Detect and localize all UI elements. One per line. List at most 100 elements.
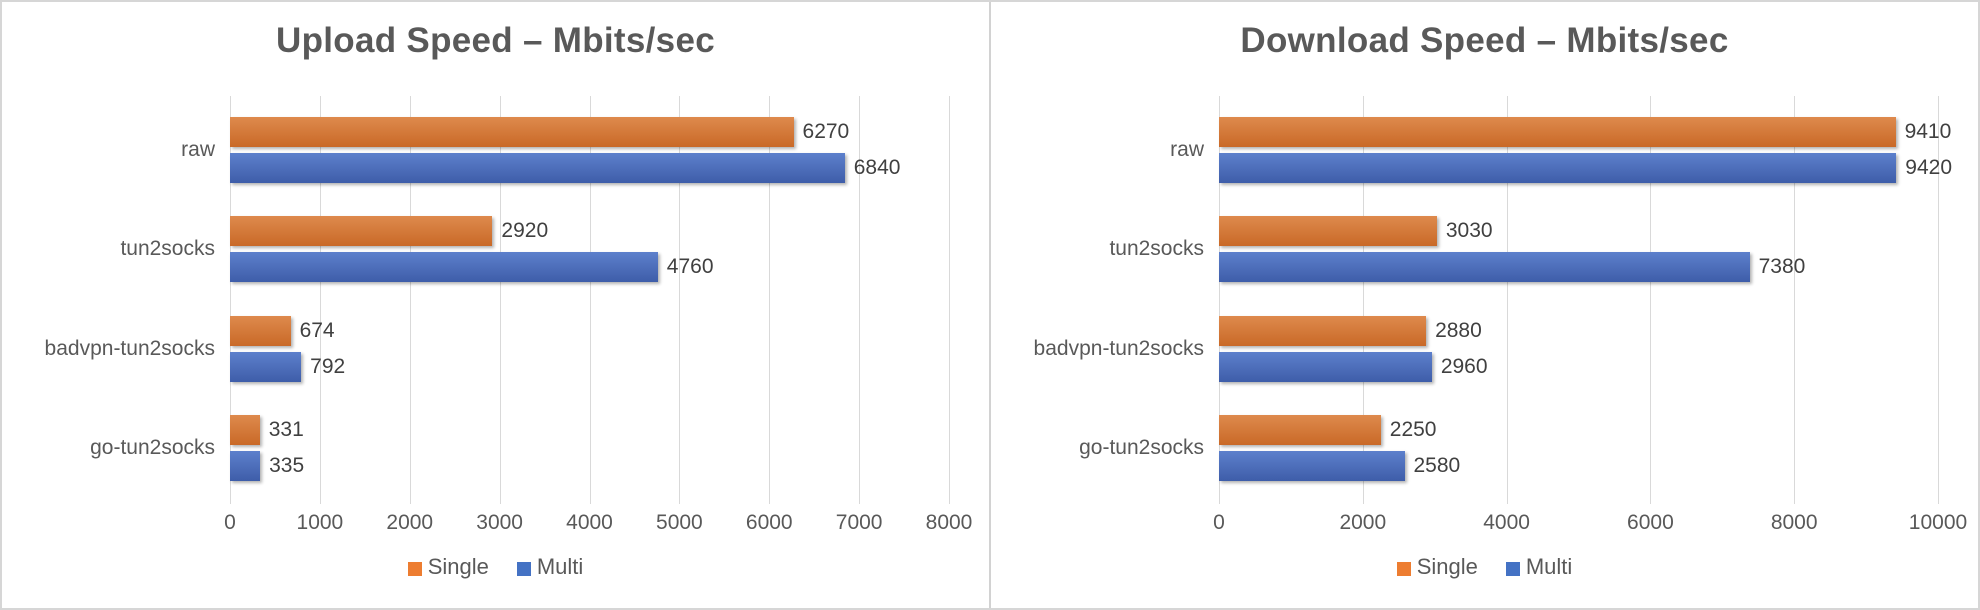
- bar-line: 331: [230, 415, 949, 446]
- gridline: [679, 96, 681, 504]
- bar-value-label: 6840: [853, 155, 901, 179]
- x-axis-tick-label: 3000: [476, 511, 523, 534]
- plot-area: 6270 6840 2920 4760 674 792 331 335: [230, 96, 950, 504]
- x-axis-tick-label: 6000: [1627, 511, 1674, 534]
- chart-title: Upload Speed – Mbits/sec: [276, 21, 715, 60]
- legend-item-single: Single: [407, 554, 489, 580]
- gridline: [499, 96, 501, 504]
- legend-label: Multi: [536, 554, 584, 579]
- category-label: badvpn-tun2socks: [44, 336, 215, 360]
- x-axis-tick-label: 2000: [386, 511, 434, 534]
- gridline: [1794, 96, 1796, 504]
- bar-value-label: 9410: [1904, 119, 1952, 143]
- x-axis-tick-label: 0: [1213, 511, 1225, 534]
- category-label: tun2socks: [120, 237, 215, 261]
- bar-value-label: 3030: [1445, 219, 1493, 243]
- x-axis-tick-label: 6000: [745, 511, 793, 534]
- bar-line: 3030: [1219, 216, 1938, 247]
- bar-value-label: 792: [310, 354, 346, 378]
- bar-row: 2880 2960: [1219, 299, 1938, 399]
- bar-value-label: 331: [268, 418, 304, 442]
- gridline: [1506, 96, 1508, 504]
- legend-item-multi: Multi: [516, 554, 584, 580]
- gridline: [949, 96, 950, 504]
- x-axis-tick-label: 8000: [1770, 511, 1818, 534]
- gridline: [319, 96, 321, 504]
- category-axis: raw tun2socks badvpn-tun2socks go-tun2socks: [2, 100, 230, 498]
- x-axis-spacer: [2, 498, 230, 544]
- bar-line: 2920: [230, 216, 949, 247]
- legend-swatch-single: [1396, 561, 1411, 576]
- bar-value-label: 674: [299, 318, 335, 342]
- category-axis: raw tun2socks badvpn-tun2socks go-tun2socks: [991, 100, 1219, 498]
- category-label: badvpn-tun2socks: [1033, 336, 1204, 360]
- bar-single: [1219, 116, 1896, 147]
- category-label: raw: [181, 137, 215, 161]
- plot-region: raw tun2socks badvpn-tun2socks go-tun2socks…: [2, 96, 989, 504]
- x-axis-tick-label: 1000: [296, 511, 344, 534]
- bar-value-label: 6270: [802, 119, 850, 143]
- gridline: [409, 96, 411, 504]
- chart-title: Download Speed – Mbits/sec: [1240, 21, 1729, 60]
- bar-multi: [1219, 351, 1432, 382]
- bar-line: 2580: [1219, 451, 1938, 482]
- bar-multi: [230, 451, 261, 482]
- panel-divider: [989, 2, 991, 608]
- bar-multi: [230, 152, 845, 183]
- bar-line: 2250: [1219, 415, 1938, 446]
- x-axis-tick-label: 7000: [835, 511, 883, 534]
- bar-single: [230, 116, 794, 147]
- x-axis-ticks: 0 1000 2000 3000 4000 5000 6000 7000 8000: [224, 498, 972, 544]
- bar-value-label: 2920: [501, 219, 549, 243]
- x-axis-tick-label: 2000: [1339, 511, 1387, 534]
- bar-row: 9410 9420: [1219, 100, 1952, 200]
- download-speed-chart: Download Speed – Mbits/sec raw tun2socks b…: [991, 2, 1978, 608]
- bar-line: 9410: [1219, 116, 1951, 147]
- bar-line: 7380: [1219, 252, 1938, 283]
- legend-label: Single: [427, 554, 489, 579]
- bar-single: [230, 216, 493, 247]
- legend-item-multi: Multi: [1505, 554, 1573, 580]
- bar-value-label: 7380: [1758, 255, 1806, 279]
- legend-item-single: Single: [1396, 554, 1478, 580]
- bar-value-label: 335: [269, 454, 305, 478]
- bar-value-label: 2250: [1389, 418, 1437, 442]
- legend-swatch-multi: [516, 561, 531, 576]
- bar-line: 6840: [230, 152, 949, 183]
- bar-value-label: 4760: [666, 255, 714, 279]
- legend-label: Multi: [1525, 554, 1573, 579]
- plot-area: 9410 9420 3030 7380 2880 2960 2250 2580: [1219, 96, 1952, 504]
- gridline: [769, 96, 771, 504]
- x-axis-tick-label: 4000: [1483, 511, 1530, 534]
- x-axis-tick-label: 8000: [925, 511, 973, 534]
- category-label: go-tun2socks: [90, 436, 215, 460]
- bar-row: 674 792: [230, 299, 949, 399]
- bar-row: 3030 7380: [1219, 200, 1938, 300]
- bar-single: [230, 315, 291, 346]
- bar-line: 6270: [230, 116, 949, 147]
- bar-single: [1219, 216, 1437, 247]
- bar-multi: [1219, 252, 1750, 283]
- gridline: [589, 96, 591, 504]
- legend: Single Multi: [2, 554, 989, 580]
- category-label: raw: [1170, 137, 1204, 161]
- category-label: tun2socks: [1109, 237, 1204, 261]
- x-axis-tick-label: 0: [224, 511, 236, 534]
- bar-value-label: 2580: [1413, 454, 1461, 478]
- legend-label: Single: [1416, 554, 1478, 579]
- bar-line: 2880: [1219, 315, 1938, 346]
- gridline: [859, 96, 861, 504]
- bar-row: 2250 2580: [1219, 399, 1938, 499]
- gridline: [230, 96, 231, 504]
- x-axis: 0 2000 4000 6000 8000 10000: [991, 498, 1978, 544]
- x-axis: 0 1000 2000 3000 4000 5000 6000 7000 8000: [2, 498, 989, 544]
- upload-speed-chart: Upload Speed – Mbits/sec raw tun2socks bad…: [2, 2, 989, 608]
- bar-multi: [1219, 152, 1897, 183]
- bar-multi: [1219, 451, 1405, 482]
- bar-single: [1219, 415, 1381, 446]
- x-axis-ticks: 0 2000 4000 6000 8000 10000: [1213, 498, 1967, 544]
- category-label: go-tun2socks: [1079, 436, 1204, 460]
- bar-line: 4760: [230, 252, 949, 283]
- gridline: [1650, 96, 1652, 504]
